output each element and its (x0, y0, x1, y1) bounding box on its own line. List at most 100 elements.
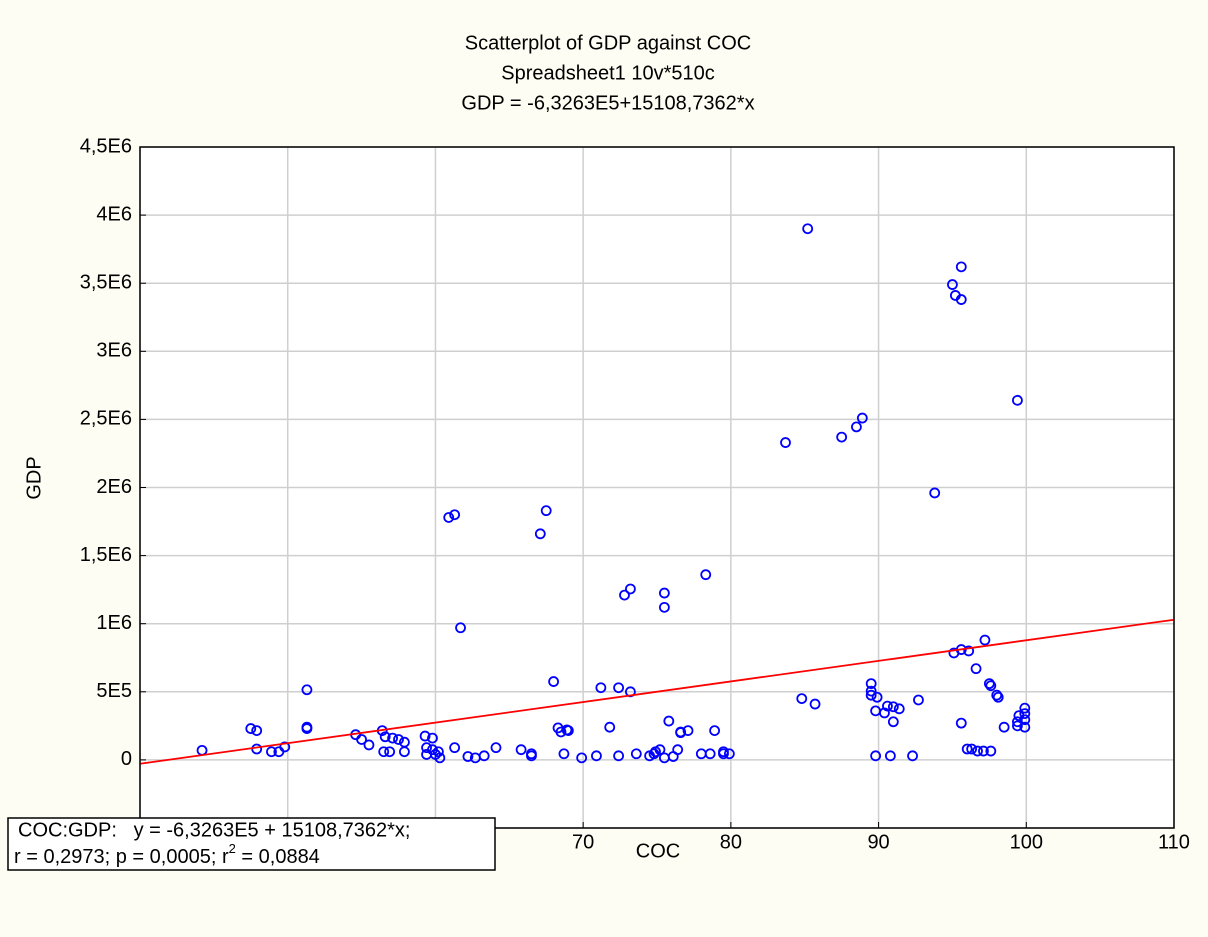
point (663, 715, 675, 727)
x-tick-label: 100 (1010, 831, 1043, 853)
point (709, 725, 721, 737)
point (718, 748, 729, 760)
point (983, 678, 995, 690)
point (548, 676, 559, 687)
marks (139, 223, 1175, 765)
point (836, 431, 848, 443)
point (907, 750, 918, 762)
y-tick-label: 0 (121, 748, 132, 770)
x-tick-label: 90 (867, 831, 889, 853)
point (998, 721, 1010, 733)
point (1012, 394, 1023, 406)
point (955, 294, 967, 305)
point (266, 746, 277, 758)
equation: GDP = -6,3263E5+15108,7362*x (461, 92, 754, 114)
point (630, 748, 642, 760)
point (301, 684, 313, 696)
y-tick-label: 3,5E6 (80, 271, 132, 293)
point (865, 685, 877, 697)
point (1019, 702, 1031, 714)
point (985, 745, 997, 757)
point (245, 723, 257, 734)
point (378, 746, 390, 758)
point (947, 279, 958, 290)
point (384, 746, 396, 758)
point (654, 744, 666, 756)
y-tick-label: 2E6 (96, 476, 132, 498)
point (887, 701, 899, 713)
point (419, 730, 431, 742)
point (865, 678, 877, 690)
point (387, 732, 398, 744)
point (929, 487, 941, 499)
point (421, 742, 432, 754)
y-axis-label: GDP (23, 456, 45, 499)
point (913, 694, 924, 706)
point (534, 528, 546, 540)
point (449, 509, 461, 521)
point (992, 691, 1004, 703)
point (478, 750, 490, 762)
point (526, 750, 537, 762)
chart-subtitle: Spreadsheet1 10v*510c (501, 62, 715, 84)
point (1012, 720, 1023, 732)
point (455, 622, 466, 634)
point (604, 721, 616, 733)
point (427, 732, 438, 744)
point (682, 725, 694, 737)
point (970, 663, 982, 675)
y-tick-label: 4,5E6 (80, 135, 132, 157)
regression-line (139, 618, 1175, 765)
point (558, 748, 570, 760)
point (462, 751, 474, 762)
point (613, 682, 624, 694)
point (619, 589, 630, 601)
x-tick-label: 70 (572, 831, 594, 853)
y-tick-label: 1,5E6 (80, 544, 132, 566)
x-tick-label: 110 (1158, 831, 1190, 853)
point (856, 412, 868, 424)
point (961, 743, 973, 755)
chart-title: Scatterplot of GDP against COC (465, 32, 751, 54)
stats-text: r = 0,2973; p = 0,0005; r (14, 846, 229, 868)
y-tick-label: 3E6 (96, 340, 132, 362)
point (966, 743, 978, 755)
point (893, 703, 905, 715)
point (443, 512, 455, 523)
point (515, 744, 527, 756)
point (490, 742, 502, 754)
point (540, 505, 552, 517)
point (576, 752, 588, 764)
point (851, 421, 862, 433)
point (802, 223, 814, 235)
point (955, 261, 967, 273)
y-tick-label: 1E6 (96, 612, 132, 634)
stats-text: = 0,0884 (236, 846, 320, 868)
x-axis-label: COC (636, 840, 680, 862)
point (434, 752, 446, 764)
point (887, 716, 899, 728)
point (865, 689, 877, 701)
point (562, 725, 574, 737)
point (555, 726, 567, 738)
point (979, 634, 991, 646)
stats-box: COC:GDP: y = -6,3263E5 + 15108,7362*x; r… (7, 817, 496, 871)
stats-line: COC:GDP: y = -6,3263E5 + 15108,7362*x; (18, 819, 410, 841)
point (978, 745, 989, 757)
point (658, 601, 670, 613)
stats-box-frame (7, 817, 496, 871)
point (356, 734, 367, 745)
point (301, 723, 313, 734)
point (723, 748, 735, 760)
point (884, 750, 896, 762)
point (251, 725, 263, 737)
point (363, 739, 375, 751)
y-tick-label: 2,5E6 (80, 408, 132, 430)
y-tick-label: 4E6 (96, 203, 132, 225)
point (963, 645, 975, 657)
point (1019, 714, 1031, 726)
point (985, 680, 997, 692)
point (672, 744, 684, 756)
